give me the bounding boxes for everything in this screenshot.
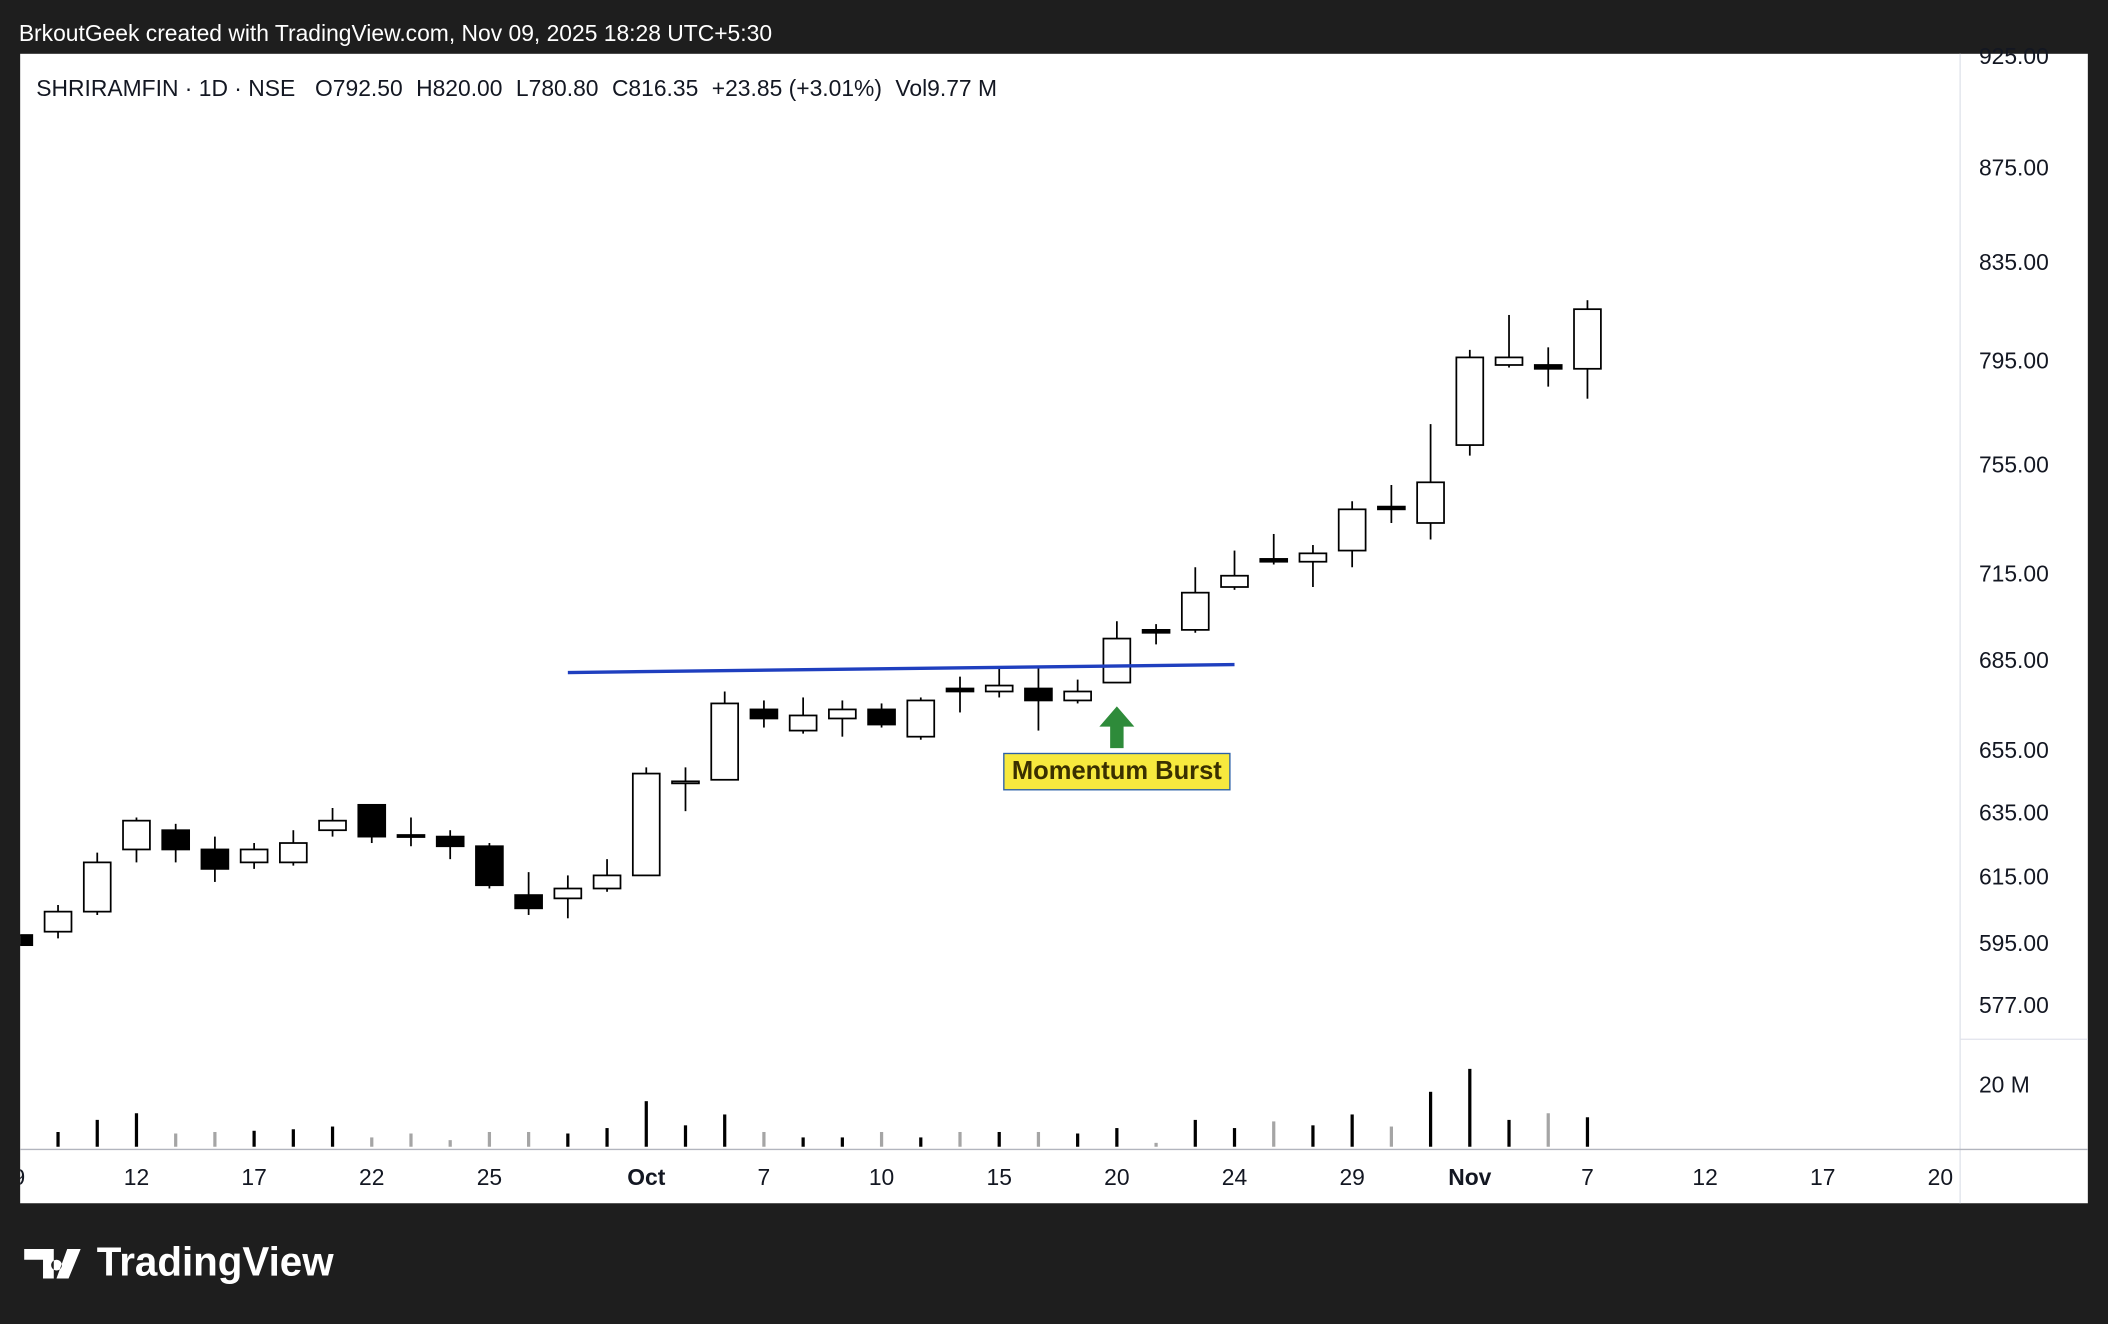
candle-body — [1063, 690, 1092, 702]
x-tick-label: 7 — [1581, 1164, 1594, 1190]
x-tick-label: 20 — [1928, 1164, 1953, 1190]
watermark: BrkoutGeek created with TradingView.com,… — [19, 20, 772, 46]
x-tick-label: 7 — [758, 1164, 771, 1190]
plot-area: 9 12 17 22 25 Oct 7 10 15 20 24 29 Nov 7 12 17 20 Momentu… — [12, 300, 1953, 1190]
x-tick-label: 12 — [1692, 1164, 1717, 1190]
candle-body — [1298, 552, 1328, 563]
y-tick-label: 925.00 — [1979, 43, 2049, 69]
candle-body — [867, 708, 896, 726]
y-tick-label: 875.00 — [1979, 155, 2049, 181]
candle-body — [122, 819, 151, 851]
candle-body — [1377, 505, 1406, 511]
y-tick-label: 835.00 — [1979, 249, 2049, 275]
y-tick-label: 715.00 — [1979, 561, 2049, 587]
candle-body — [1455, 356, 1485, 446]
y-tick-label: 615.00 — [1979, 864, 2049, 890]
candle-body — [984, 684, 1014, 693]
annotation-arrow — [1099, 706, 1135, 749]
x-tick-label: 29 — [1339, 1164, 1364, 1190]
x-tick-label: 24 — [1222, 1164, 1248, 1190]
candle-body — [710, 702, 740, 781]
y-tick-label: 755.00 — [1979, 451, 2049, 477]
candle-body — [82, 861, 112, 913]
candle-body — [1102, 637, 1132, 684]
candle-body — [553, 887, 583, 900]
x-tick-label: 20 — [1104, 1164, 1129, 1190]
candle-body — [1416, 481, 1445, 524]
volume-tick-label: 20 M — [1979, 1071, 2030, 1097]
candle-body — [396, 834, 426, 838]
x-tick-label: 17 — [241, 1164, 266, 1190]
candle-body — [43, 910, 73, 933]
legend-item: O792.50 — [315, 75, 403, 101]
candle-body — [1573, 308, 1602, 370]
candle-body — [318, 819, 347, 832]
x-tick-label: 12 — [124, 1164, 149, 1190]
legend-item: C816.35 — [612, 75, 698, 101]
candle-body — [749, 708, 779, 720]
candle-body — [475, 845, 504, 887]
candle-body — [671, 780, 700, 785]
candle-body — [200, 848, 230, 870]
candle-body — [828, 708, 857, 720]
legend-item: Vol9.77 M — [895, 75, 997, 101]
brand-logo: TradingView — [24, 1239, 334, 1285]
legend-item: +23.85 (+3.01%) — [712, 75, 882, 101]
y-tick-label: 685.00 — [1979, 647, 2049, 673]
candle-body — [1259, 558, 1289, 563]
candle-body — [788, 714, 818, 732]
candle-body — [1337, 508, 1367, 552]
legend-item: L780.80 — [516, 75, 599, 101]
x-tick-label: 15 — [987, 1164, 1012, 1190]
logo-icon — [24, 1248, 81, 1279]
candle-body — [20, 934, 34, 947]
candle-body — [1533, 364, 1563, 370]
candle-body — [1141, 629, 1171, 634]
annotation-label: Momentum Burst — [1012, 757, 1222, 785]
candle-body — [631, 772, 661, 877]
annotation-box — [1003, 752, 1231, 791]
y-tick-label: 635.00 — [1979, 799, 2049, 825]
candle-body — [1220, 574, 1249, 588]
x-tick-label: 17 — [1810, 1164, 1835, 1190]
x-tick-label: 22 — [359, 1164, 384, 1190]
candle-body — [435, 835, 465, 848]
x-tick-label: Oct — [627, 1164, 665, 1190]
y-tick-label: 577.00 — [1979, 992, 2049, 1018]
candle-body — [239, 848, 269, 864]
trendline — [567, 662, 1235, 675]
x-tick-label: 9 — [12, 1164, 25, 1190]
candle-body — [906, 699, 936, 738]
candle-body — [279, 842, 308, 864]
y-tick-label: 655.00 — [1979, 737, 2049, 763]
candle-body — [514, 894, 543, 910]
symbol: SHRIRAMFIN · 1D · NSE — [36, 75, 295, 101]
chart-panel — [20, 53, 2088, 1204]
y-tick-label: 595.00 — [1979, 930, 2049, 956]
legend-item: H820.00 — [416, 75, 502, 101]
candle-body — [1180, 591, 1210, 631]
candle-body — [1024, 687, 1053, 702]
candle-body — [161, 829, 191, 851]
candle-body — [945, 687, 975, 693]
ohlc-legend: SHRIRAMFIN · 1D · NSE O792.50 H820.00 L780… — [36, 75, 997, 101]
candle-body — [357, 803, 387, 838]
x-tick-label: 25 — [477, 1164, 502, 1190]
brand-name: TradingView — [97, 1239, 334, 1285]
x-tick-label: 10 — [869, 1164, 894, 1190]
candle-body — [1494, 356, 1524, 366]
x-tick-label: Nov — [1448, 1164, 1491, 1190]
y-tick-label: 795.00 — [1979, 347, 2049, 373]
candle-body — [592, 874, 622, 890]
